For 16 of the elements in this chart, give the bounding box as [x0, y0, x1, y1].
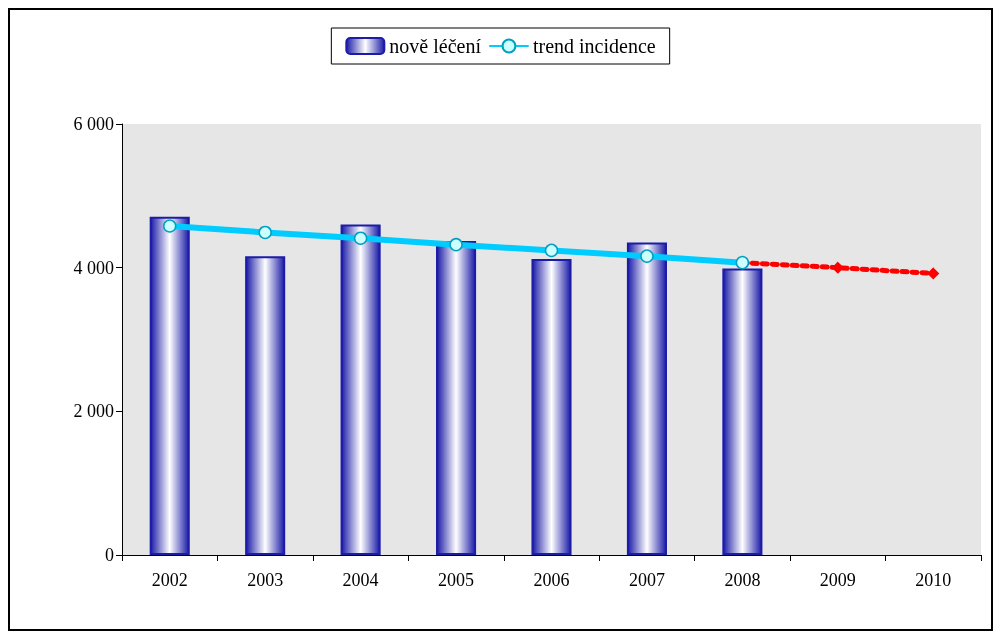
x-tick-label: 2005	[438, 570, 475, 590]
x-tick-label: 2002	[151, 570, 188, 590]
legend-label: trend incidence	[532, 35, 656, 57]
x-tick-label: 2007	[628, 570, 665, 590]
x-tick-label: 2010	[915, 570, 952, 590]
y-tick-label: 2 000	[73, 401, 114, 422]
x-tick-label: 2006	[533, 570, 570, 590]
y-tick-label: 0	[105, 545, 114, 565]
x-tick-label: 2008	[724, 570, 761, 590]
y-tick-label: 6 000	[73, 114, 114, 134]
x-tick-label: 2003	[247, 570, 284, 590]
x-tick-label: 2009	[819, 570, 856, 590]
legend-label: nově léčení	[389, 35, 482, 57]
y-tick-label: 4 000	[73, 257, 114, 278]
x-tick-label: 2004	[342, 570, 379, 590]
point	[927, 267, 940, 280]
